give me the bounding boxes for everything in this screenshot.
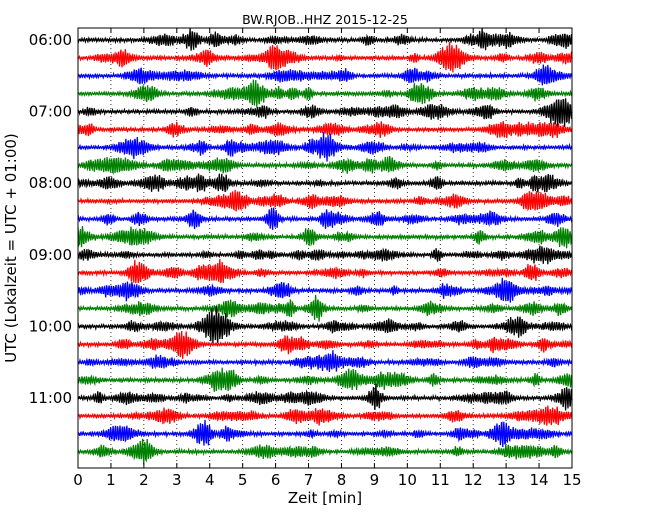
y-tick-label: 08:00 [29, 174, 72, 192]
x-tick-label: 4 [205, 471, 215, 489]
trace-1145 [77, 438, 573, 465]
x-tick-label: 8 [337, 471, 347, 489]
x-tick-label: 5 [238, 471, 248, 489]
x-axis-label: Zeit [min] [288, 489, 362, 507]
x-tick-label: 14 [530, 471, 549, 489]
trace-0645 [77, 79, 573, 108]
y-axis: 06:00 07:00 08:00 09:00 10:00 11:00 [29, 31, 83, 407]
trace-0945 [77, 294, 573, 322]
x-tick-label: 1 [106, 471, 116, 489]
x-tick-label: 2 [139, 471, 149, 489]
chart-title: BW.RJOB..HHZ 2015-12-25 [242, 12, 408, 27]
x-tick-label: 0 [73, 471, 83, 489]
y-tick-label: 06:00 [29, 31, 72, 49]
x-tick-label: 6 [271, 471, 281, 489]
trace-1045 [77, 367, 573, 392]
plot-frame [77, 27, 573, 469]
y-tick-label: 10:00 [29, 317, 72, 335]
trace-0800 [77, 173, 573, 193]
trace-0830 [77, 207, 573, 230]
x-tick-label: 12 [464, 471, 483, 489]
x-tick-label: 11 [431, 471, 450, 489]
x-tick-label: 3 [172, 471, 182, 489]
y-tick-label: 07:00 [29, 103, 72, 121]
x-tick-label: 9 [370, 471, 380, 489]
x-tick-label: 13 [497, 471, 516, 489]
x-tick-label: 15 [562, 471, 581, 489]
trace-0845 [77, 226, 573, 249]
trace-0730 [77, 132, 573, 162]
x-tick-label: 7 [304, 471, 314, 489]
trace-0930 [77, 277, 573, 303]
trace-1000 [77, 306, 573, 344]
seismic-traces [77, 28, 573, 465]
trace-0815 [77, 189, 573, 212]
y-axis-label: UTC (Lokalzeit = UTC + 01:00) [2, 133, 20, 363]
trace-1030 [77, 350, 573, 373]
trace-1015 [77, 330, 573, 359]
trace-0745 [77, 155, 573, 175]
trace-0900 [77, 245, 573, 265]
trace-0600 [77, 28, 573, 51]
trace-0915 [77, 259, 573, 284]
trace-0630 [77, 64, 573, 86]
trace-0700 [77, 98, 573, 128]
trace-1100 [77, 383, 573, 411]
trace-1115 [77, 405, 573, 426]
x-tick-label: 10 [398, 471, 417, 489]
trace-1130 [77, 419, 573, 448]
x-axis: 0 1 2 3 4 5 6 7 8 9 10 11 12 13 14 15 [73, 28, 582, 489]
trace-0715 [77, 121, 573, 139]
y-tick-label: 09:00 [29, 246, 72, 264]
y-tick-label: 11:00 [29, 389, 72, 407]
trace-0615 [77, 42, 573, 73]
